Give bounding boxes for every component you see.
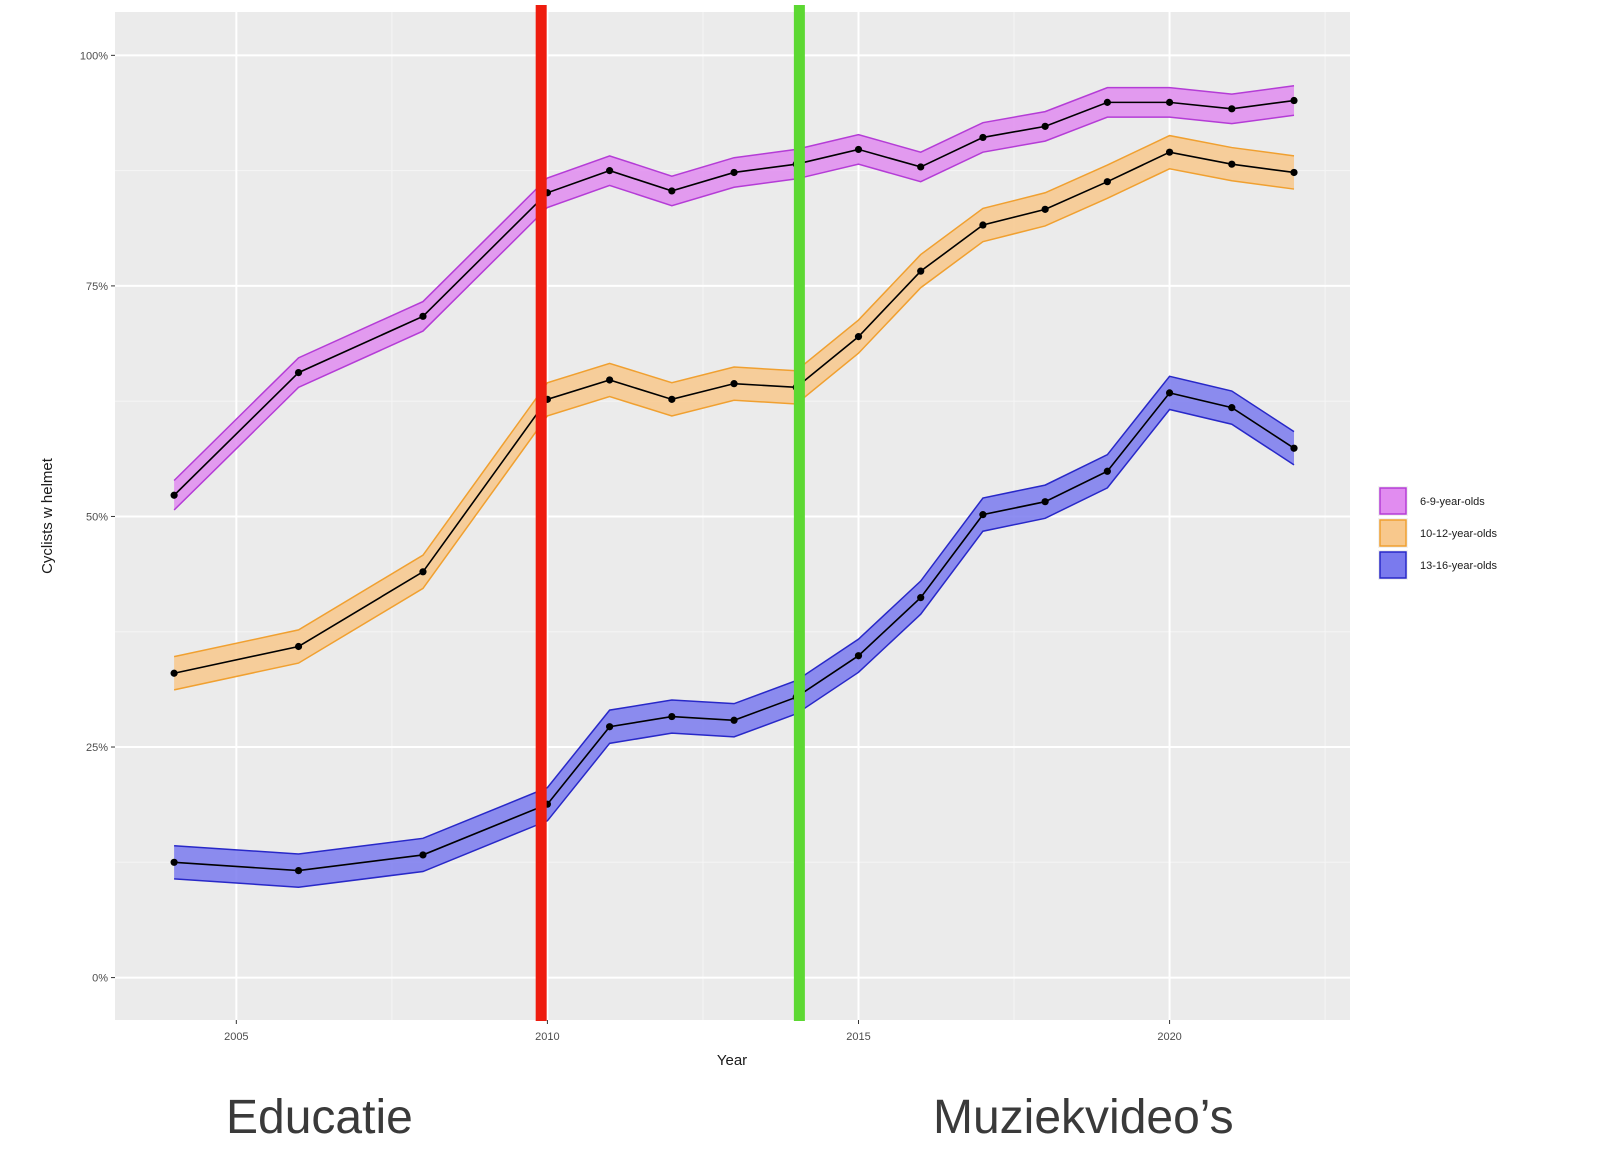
point-series-1 (1165, 98, 1174, 106)
point-series-2 (170, 669, 178, 677)
point-series-3 (170, 858, 178, 866)
line-series-1 (173, 99, 1295, 496)
band-series-3 (174, 376, 1295, 888)
point-series-1 (668, 187, 676, 195)
point-series-1 (419, 312, 427, 320)
point-series-3 (730, 716, 738, 724)
y-axis-title: Cyclists w helmet (39, 457, 56, 574)
point-series-3 (668, 712, 676, 721)
point-series-3 (294, 866, 303, 875)
band-lower-edge-series-2 (173, 167, 1295, 691)
point-series-2 (419, 568, 427, 576)
point-series-3 (1290, 444, 1298, 452)
y-tick-label: 25% (86, 742, 108, 754)
caption-muziekvideos: Muziekvideo’s (933, 1091, 1234, 1144)
point-series-2 (854, 333, 863, 341)
vertical-markers (535, 5, 805, 1021)
point-series-1 (606, 167, 614, 175)
point-series-2 (1103, 178, 1111, 186)
point-series-1 (854, 145, 863, 154)
point-series-1 (1103, 98, 1111, 106)
band-upper-edge-series-1 (173, 85, 1295, 482)
x-tick-label: 2020 (1157, 1031, 1181, 1043)
point-series-2 (730, 380, 738, 388)
major-gridlines (115, 12, 1350, 1020)
point-series-2 (1290, 168, 1298, 177)
legend-swatch (1379, 487, 1407, 515)
point-series-1 (1290, 96, 1298, 105)
point-series-3 (419, 851, 427, 859)
y-tick-label: 75% (86, 281, 108, 293)
point-series-2 (294, 642, 303, 651)
data-points (170, 96, 1298, 875)
x-tick-label: 2010 (535, 1031, 559, 1043)
point-series-3 (606, 723, 614, 731)
point-series-3 (1041, 498, 1049, 506)
point-series-1 (170, 491, 178, 499)
band-upper-edge-series-3 (174, 375, 1295, 855)
point-series-1 (1228, 105, 1236, 113)
y-axis: 0% 25% 50% 75% 100% (80, 50, 115, 985)
point-series-2 (917, 267, 925, 275)
caption-educatie: Educatie (226, 1091, 413, 1144)
x-axis-title: Year (717, 1052, 747, 1069)
point-series-1 (979, 133, 987, 142)
legend-label: 6-9-year-olds (1420, 496, 1485, 508)
point-series-3 (854, 652, 863, 660)
x-tick-label: 2005 (224, 1031, 248, 1043)
y-tick-label: 100% (80, 50, 108, 62)
point-series-3 (1228, 404, 1236, 412)
legend-swatch (1379, 519, 1407, 547)
point-series-3 (1103, 467, 1111, 475)
line-series-3 (174, 391, 1295, 872)
series-lines (173, 99, 1295, 872)
point-series-2 (668, 395, 676, 403)
point-series-1 (1041, 122, 1049, 130)
legend-label: 10-12-year-olds (1420, 528, 1498, 540)
legend-swatch (1379, 551, 1407, 579)
legend-label: 13-16-year-olds (1420, 560, 1498, 572)
band-lower-edge-series-1 (173, 114, 1295, 511)
point-series-2 (1165, 148, 1174, 156)
point-series-2 (606, 376, 614, 384)
point-series-3 (979, 511, 987, 519)
band-lower-edge-series-3 (174, 408, 1295, 888)
point-series-3 (1165, 389, 1174, 397)
point-series-1 (294, 368, 303, 377)
point-series-1 (730, 168, 738, 177)
x-tick-label: 2015 (846, 1031, 870, 1043)
point-series-2 (1041, 205, 1049, 213)
y-tick-label: 0% (92, 973, 108, 985)
point-series-2 (979, 221, 987, 229)
point-series-3 (917, 594, 925, 602)
line-series-2 (173, 151, 1295, 675)
y-tick-label: 50% (86, 511, 108, 523)
band-upper-edge-series-2 (173, 134, 1295, 658)
point-series-2 (1228, 160, 1236, 168)
point-series-1 (917, 163, 925, 171)
legend: 6-9-year-olds 10-12-year-olds 13-16-year-o… (1378, 486, 1498, 580)
band-series-2 (174, 135, 1295, 690)
x-axis: 2005 2010 2015 2020 (224, 1020, 1182, 1043)
